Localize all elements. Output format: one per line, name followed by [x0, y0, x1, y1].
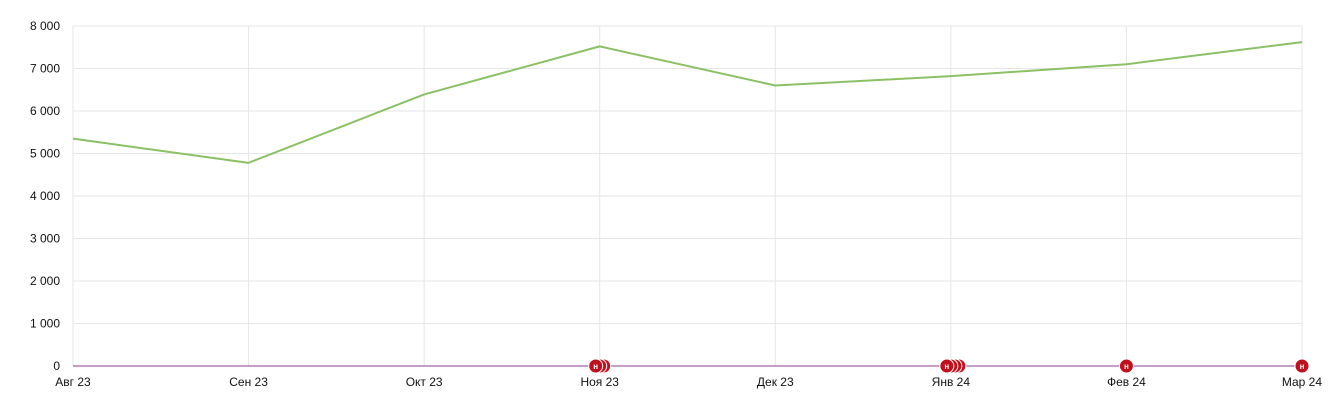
x-tick-label: Янв 24 [932, 375, 971, 389]
x-tick-label: Мар 24 [1282, 375, 1322, 389]
event-marker[interactable] [1118, 358, 1134, 374]
y-tick-label: 1 000 [30, 317, 60, 331]
grid [72, 25, 1303, 366]
x-tick-label: Фев 24 [1107, 375, 1146, 389]
data-point[interactable] [421, 91, 427, 97]
series-line [72, 41, 1303, 164]
x-tick-label: Окт 23 [406, 375, 443, 389]
axes: 0 1 000 2 000 3 000 4 000 5 000 6 000 7 000 8 00… [30, 19, 1322, 389]
data-point[interactable] [597, 43, 603, 49]
event-marker-group[interactable]: н [939, 358, 967, 374]
x-tick-label: Авг 23 [55, 375, 91, 389]
event-marker-group[interactable]: н [1294, 358, 1310, 374]
y-tick-label: 2 000 [30, 274, 60, 288]
y-tick-label: 8 000 [30, 19, 60, 33]
data-point[interactable] [1299, 39, 1305, 45]
data-point[interactable] [70, 136, 76, 142]
x-tick-label: Ноя 23 [580, 375, 619, 389]
y-tick-label: 6 000 [30, 104, 60, 118]
x-tick-label: Сен 23 [229, 375, 268, 389]
data-point[interactable] [246, 160, 252, 166]
y-tick-label: 4 000 [30, 189, 60, 203]
event-marker-label: н [944, 362, 949, 371]
series [70, 39, 1305, 166]
event-marker-group[interactable]: н [1118, 358, 1134, 374]
event-marker-label: н [593, 362, 598, 371]
event-marker[interactable] [1294, 358, 1310, 374]
event-marker-label: н [1124, 362, 1129, 371]
y-tick-label: 5 000 [30, 147, 60, 161]
event-marker[interactable] [588, 358, 604, 374]
y-tick-label: 0 [53, 359, 60, 373]
data-point[interactable] [772, 83, 778, 89]
data-point[interactable] [948, 73, 954, 79]
data-point[interactable] [1123, 61, 1129, 67]
event-marker-group[interactable]: н [588, 358, 612, 374]
event-marker-label: н [1300, 362, 1305, 371]
x-tick-label: Дек 23 [757, 375, 794, 389]
y-tick-label: 3 000 [30, 232, 60, 246]
y-tick-label: 7 000 [30, 62, 60, 76]
event-marker[interactable] [939, 358, 955, 374]
